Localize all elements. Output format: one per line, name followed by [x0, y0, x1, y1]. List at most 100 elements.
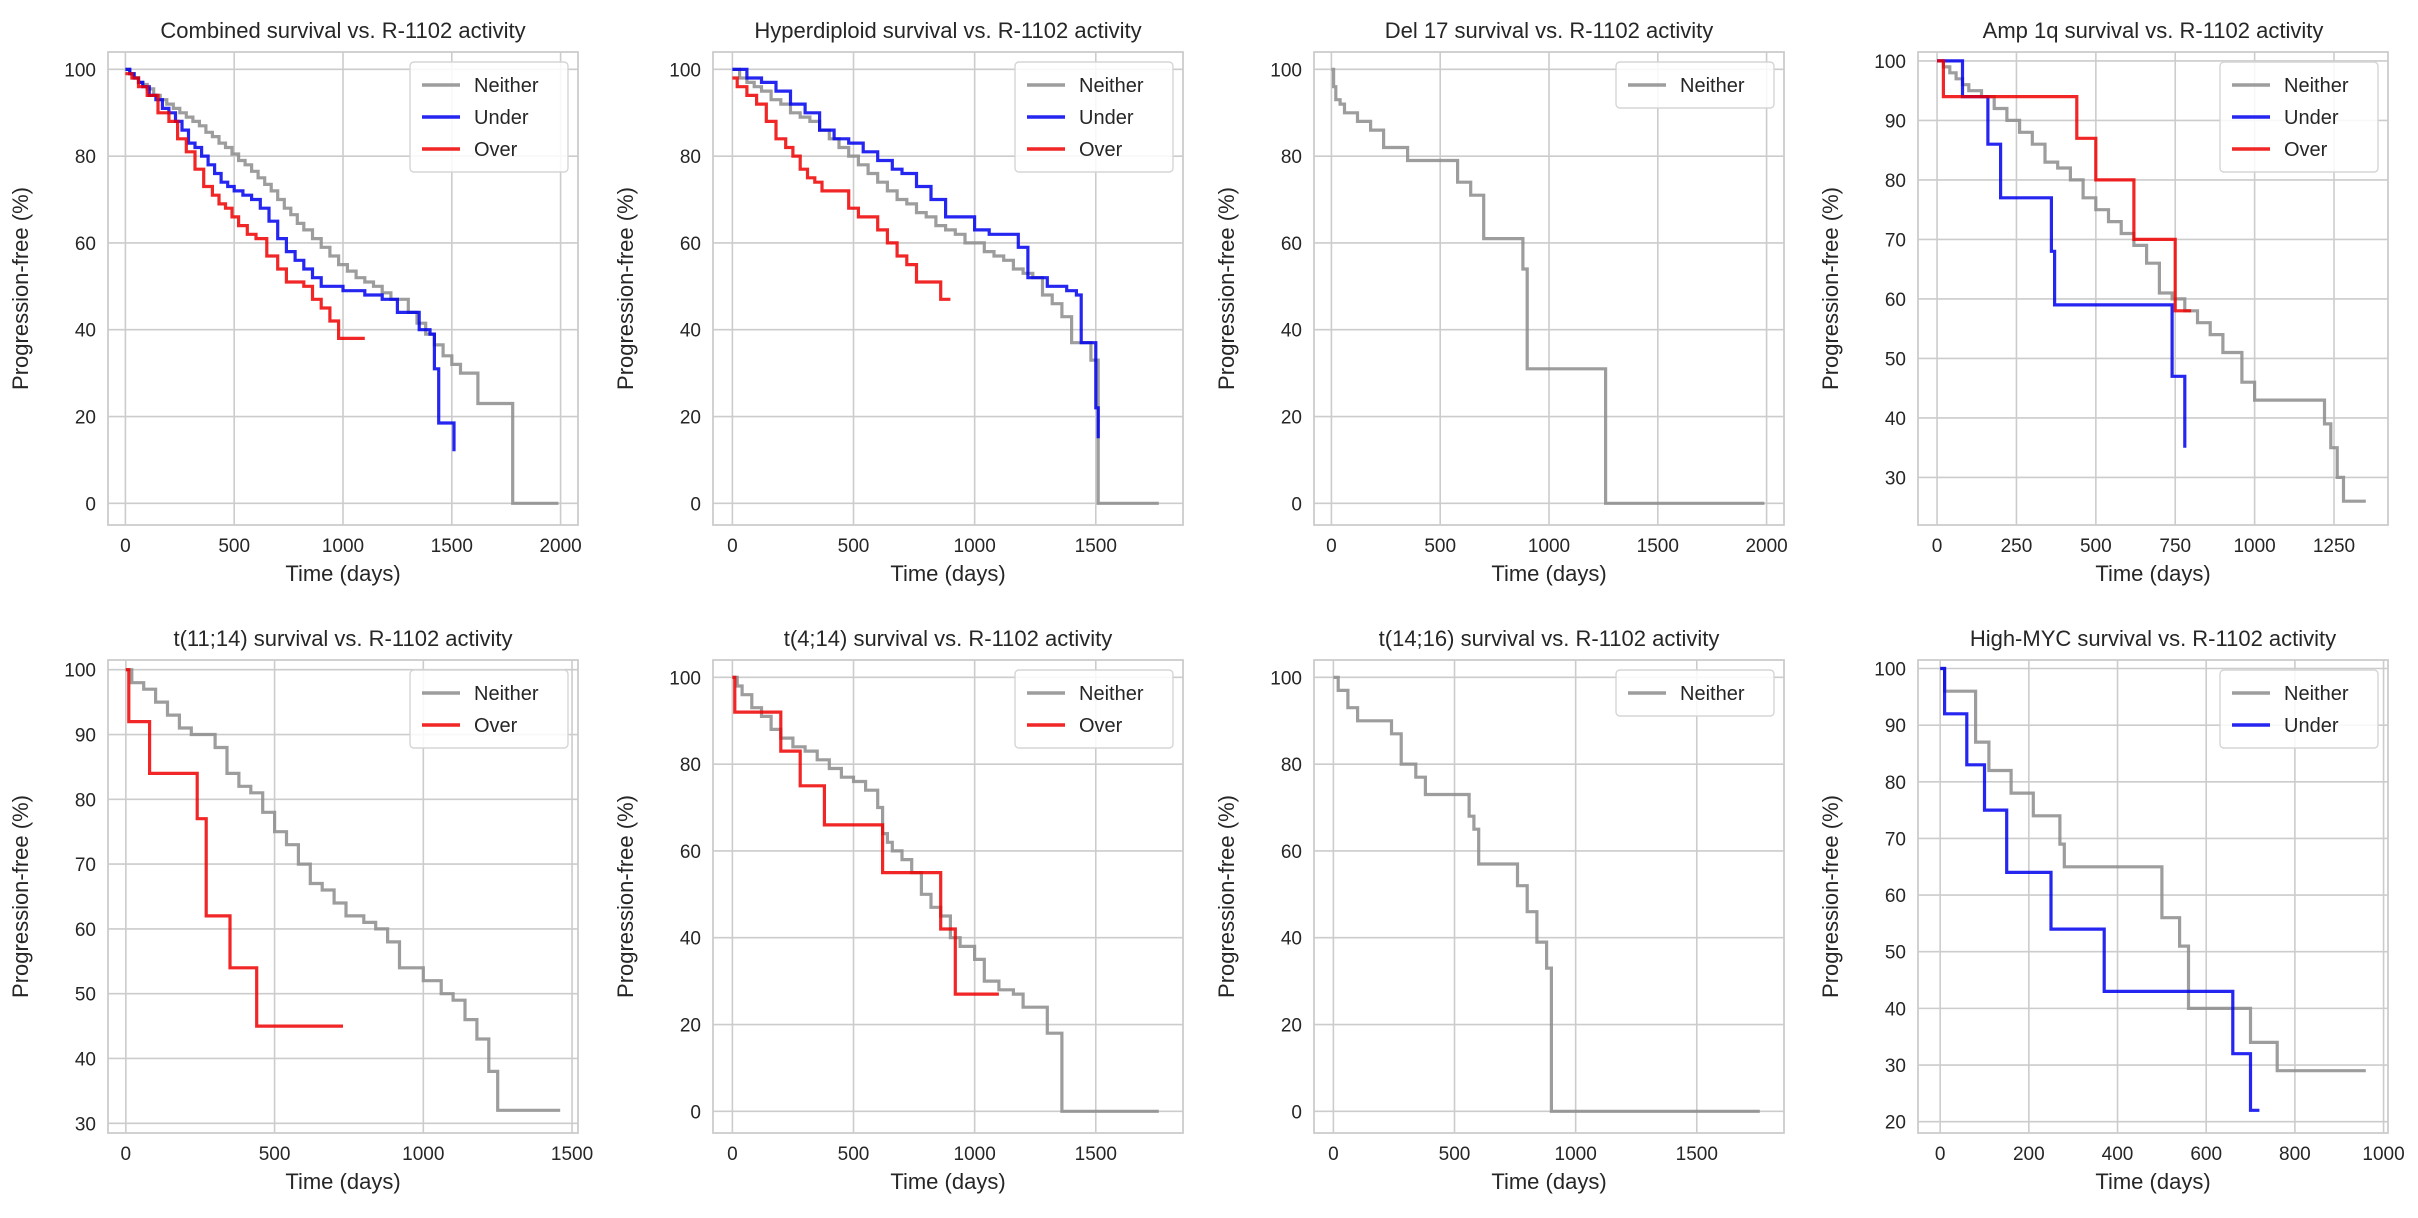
y-axis-label: Progression-free (%): [1818, 187, 1843, 390]
x-tick-label: 250: [2001, 536, 2033, 557]
series-line-neither: [732, 675, 1159, 1113]
y-tick-label: 40: [680, 321, 701, 342]
axes-frame: [107, 51, 579, 526]
x-tick-label: 500: [1424, 536, 1456, 557]
series-line-neither: [1333, 675, 1760, 1113]
series-line-over: [1937, 59, 2192, 313]
x-axis-label: Time (days): [1491, 1169, 1606, 1194]
x-tick-label: 1500: [1637, 536, 1679, 557]
y-tick-label: 80: [680, 147, 701, 168]
y-tick-label: 40: [75, 321, 96, 342]
y-tick-label: 40: [1281, 929, 1302, 950]
y-tick-label: 60: [1281, 842, 1302, 863]
y-axis-label: Progression-free (%): [1214, 795, 1239, 998]
series-line-neither: [1940, 666, 2366, 1073]
legend-entry: Neither: [1079, 75, 1144, 97]
axes-frame: [1313, 51, 1785, 526]
legend-box: [1014, 61, 1174, 173]
x-tick-label: 0: [1935, 1144, 1946, 1165]
legend-entry: Over: [474, 139, 518, 161]
legend: Neither Over: [1014, 669, 1174, 749]
legend: Neither Over: [409, 669, 569, 749]
axes-frame: [1313, 659, 1785, 1134]
axes-frame: [1917, 659, 2389, 1134]
x-tick-label: 1000: [1555, 1144, 1597, 1165]
legend-box: [409, 61, 569, 173]
legend-box: [1615, 61, 1775, 109]
chart-title: Amp 1q survival vs. R-1102 activity: [1983, 18, 2324, 43]
y-axis-label: Progression-free (%): [1818, 795, 1843, 998]
x-tick-label: 800: [2279, 1144, 2311, 1165]
x-axis-label: Time (days): [285, 561, 400, 586]
x-tick-label: 500: [838, 1144, 870, 1165]
chart-title: Del 17 survival vs. R-1102 activity: [1385, 18, 1714, 43]
x-tick-label: 500: [259, 1144, 291, 1165]
y-tick-label: 40: [1885, 409, 1906, 430]
y-tick-label: 100: [64, 60, 96, 81]
x-tick-label: 500: [1439, 1144, 1471, 1165]
series-line-under: [732, 67, 1100, 439]
legend-entry: Over: [1079, 715, 1123, 737]
x-tick-label: 0: [120, 536, 131, 557]
y-tick-label: 20: [1281, 1016, 1302, 1037]
legend-entry: Neither: [2284, 75, 2349, 97]
y-tick-label: 80: [1885, 171, 1906, 192]
y-tick-label: 60: [680, 842, 701, 863]
legend-box: [1615, 669, 1775, 717]
x-tick-label: 1000: [2362, 1144, 2404, 1165]
x-tick-label: 200: [2013, 1144, 2045, 1165]
y-tick-label: 60: [1885, 886, 1906, 907]
series-line-neither: [125, 668, 561, 1112]
x-tick-label: 0: [1328, 1144, 1339, 1165]
series-line-over: [732, 76, 951, 301]
series-line-neither: [1937, 59, 2366, 503]
series-line-under: [125, 67, 456, 452]
legend-entry: Under: [2284, 715, 2339, 737]
legend-box: [409, 669, 569, 749]
series-line-under: [1940, 666, 2260, 1112]
legend: Neither Under Over: [1014, 61, 1174, 173]
chart-title: High-MYC survival vs. R-1102 activity: [1970, 626, 2336, 651]
chart-title: t(11;14) survival vs. R-1102 activity: [173, 626, 512, 651]
y-tick-label: 90: [75, 726, 96, 747]
legend: Neither Under: [2219, 669, 2379, 749]
series-line-over: [732, 675, 999, 996]
y-tick-label: 0: [690, 494, 701, 515]
y-tick-label: 30: [1885, 468, 1906, 489]
x-axis-label: Time (days): [2095, 561, 2210, 586]
legend-entry: Under: [1079, 107, 1134, 129]
x-tick-label: 400: [2102, 1144, 2134, 1165]
y-tick-label: 40: [1885, 999, 1906, 1020]
x-tick-label: 1500: [1075, 1144, 1117, 1165]
chart-title: Combined survival vs. R-1102 activity: [160, 18, 525, 43]
y-tick-label: 20: [1885, 1113, 1906, 1134]
chart-title: t(14;16) survival vs. R-1102 activity: [1379, 626, 1720, 651]
axes-frame: [1917, 51, 2389, 526]
y-axis-label: Progression-free (%): [8, 187, 33, 390]
legend-entry: Neither: [474, 683, 539, 705]
y-tick-label: 60: [1281, 234, 1302, 255]
y-tick-label: 80: [1885, 773, 1906, 794]
y-tick-label: 40: [75, 1049, 96, 1070]
chart-panel: 0 500 1000 1500 30 40 50 60 70 80 90 100 t(11;14) su…: [8, 626, 593, 1194]
y-tick-label: 60: [75, 920, 96, 941]
legend: Neither: [1615, 669, 1775, 717]
chart-panel: 0 500 1000 1500 2000 0 20 40 60 80 100 Del 17 survi…: [1214, 18, 1788, 586]
legend-box: [2219, 669, 2379, 749]
y-tick-label: 20: [75, 408, 96, 429]
legend-entry: Under: [474, 107, 529, 129]
y-tick-label: 100: [1874, 52, 1906, 73]
series-line-neither: [1331, 67, 1765, 505]
axes-frame: [712, 51, 1184, 526]
x-axis-label: Time (days): [890, 1169, 1005, 1194]
legend-entry: Over: [2284, 139, 2328, 161]
y-tick-label: 0: [1291, 1102, 1302, 1123]
y-tick-label: 100: [1270, 668, 1302, 689]
y-tick-label: 70: [75, 855, 96, 876]
x-axis-label: Time (days): [285, 1169, 400, 1194]
legend-entry: Under: [2284, 107, 2339, 129]
y-tick-label: 0: [690, 1102, 701, 1123]
x-tick-label: 2000: [539, 536, 581, 557]
x-tick-label: 1500: [1676, 1144, 1718, 1165]
